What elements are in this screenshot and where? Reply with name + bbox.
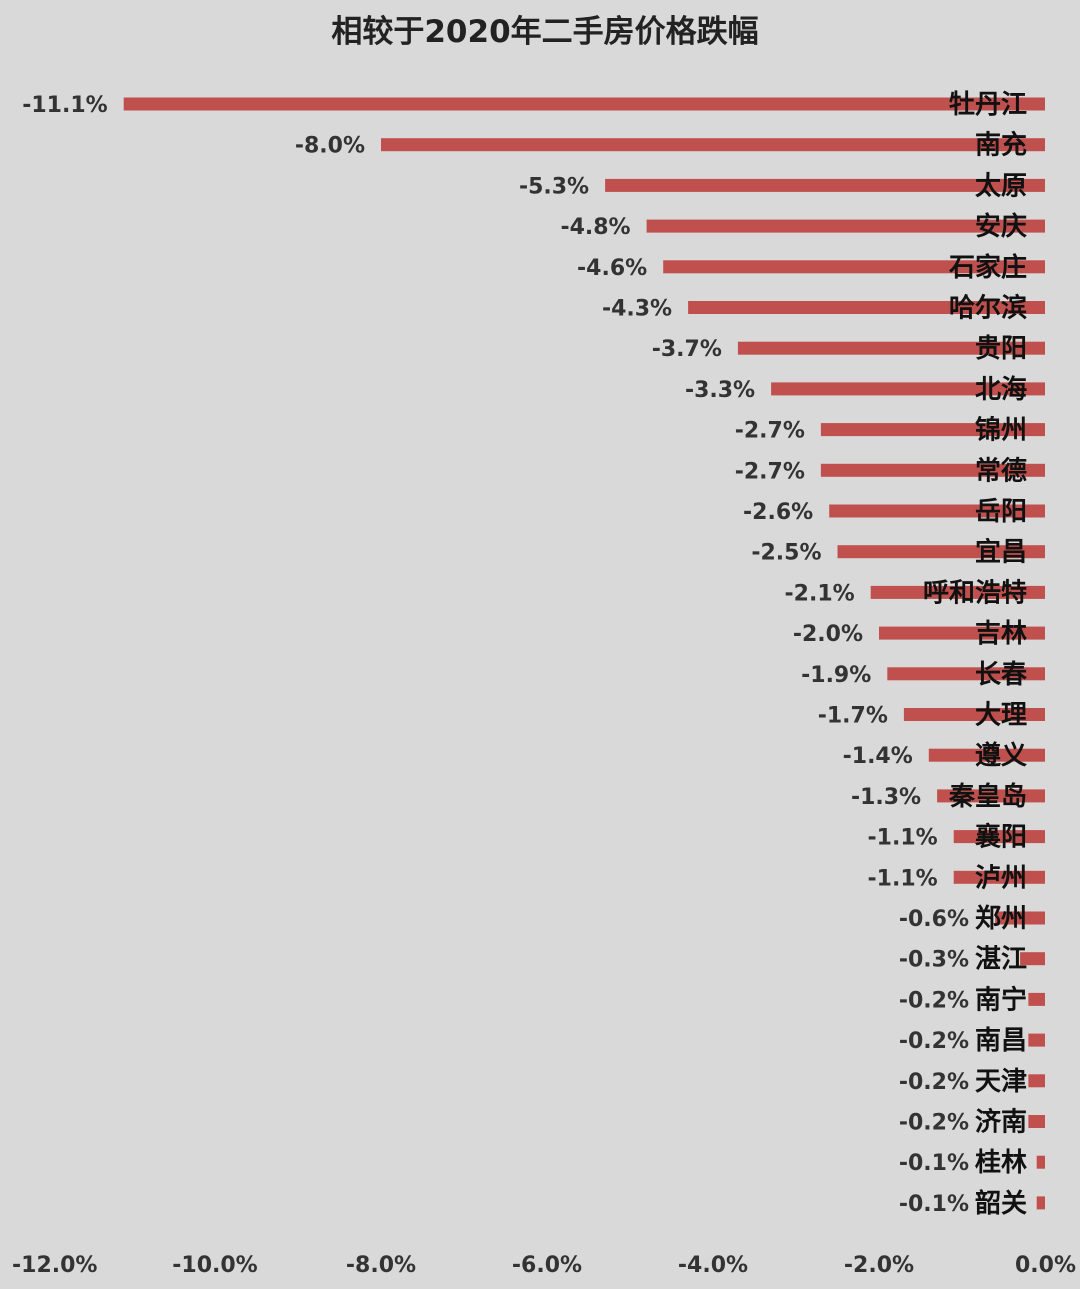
value-label: -0.2% [899, 1070, 969, 1095]
category-label: 常德 [975, 456, 1027, 486]
value-label: -2.5% [751, 541, 821, 566]
bar-湛江 [1020, 952, 1045, 966]
bar-南宁 [1028, 992, 1045, 1006]
bar-郑州 [995, 911, 1045, 925]
value-label: -0.2% [899, 1111, 969, 1136]
category-label: 郑州 [975, 904, 1027, 934]
category-label: 吉林 [975, 619, 1027, 649]
category-label: 北海 [975, 375, 1027, 405]
x-tick-label: -6.0% [512, 1253, 582, 1278]
value-label: -3.3% [685, 378, 755, 403]
bar-常德 [820, 463, 1045, 477]
x-tick-label: -12.0% [12, 1253, 97, 1278]
category-label: 南宁 [975, 984, 1027, 1015]
category-label: 安庆 [975, 211, 1027, 242]
value-label: -2.7% [735, 459, 805, 484]
value-label: -2.7% [735, 419, 805, 444]
category-label: 泸州 [975, 863, 1027, 893]
value-label: -4.6% [577, 256, 647, 281]
value-label: -11.1% [22, 93, 107, 118]
bar-太原 [605, 178, 1045, 192]
category-label: 宜昌 [975, 537, 1027, 568]
bar-秦皇岛 [937, 789, 1045, 803]
bar-哈尔滨 [688, 301, 1045, 314]
category-label: 哈尔滨 [949, 293, 1027, 324]
bar-天津 [1028, 1074, 1045, 1088]
x-tick-label: -8.0% [346, 1253, 416, 1278]
value-label: -4.8% [560, 215, 630, 240]
category-label: 太原 [975, 171, 1027, 201]
category-label: 贵阳 [975, 334, 1027, 364]
bar-呼和浩特 [870, 585, 1045, 599]
category-label: 天津 [975, 1067, 1027, 1097]
value-label: -8.0% [295, 134, 365, 159]
value-label: -1.9% [801, 663, 871, 688]
bar-锦州 [820, 423, 1045, 437]
x-tick-label: -10.0% [172, 1253, 257, 1278]
bar-泸州 [953, 870, 1045, 884]
x-tick-label: 0.0% [1015, 1253, 1076, 1278]
value-label: -5.3% [519, 174, 589, 199]
category-label: 锦州 [975, 415, 1027, 446]
category-label: 襄阳 [974, 822, 1027, 853]
bar-遵义 [928, 748, 1045, 762]
value-label: -3.7% [652, 337, 722, 362]
category-label: 牡丹江 [949, 90, 1027, 120]
category-label: 长春 [975, 660, 1027, 690]
value-label: -2.6% [743, 500, 813, 525]
bar-北海 [771, 382, 1045, 396]
value-label: -1.1% [868, 826, 938, 851]
bar-南充 [381, 138, 1045, 152]
bar-贵阳 [737, 341, 1045, 355]
value-label: -1.4% [843, 744, 913, 769]
category-label: 石家庄 [948, 252, 1027, 283]
bar-岳阳 [829, 504, 1045, 518]
x-tick-label: -2.0% [844, 1253, 914, 1278]
category-label: 秦皇岛 [948, 781, 1027, 812]
value-label: -0.1% [899, 1192, 969, 1217]
category-label: 呼和浩特 [923, 577, 1027, 608]
bar-长春 [887, 667, 1045, 681]
value-label: -0.6% [899, 907, 969, 932]
bar-大理 [903, 708, 1045, 721]
bar-济南 [1028, 1115, 1045, 1128]
category-label: 韶关 [975, 1188, 1027, 1219]
bar-南昌 [1028, 1033, 1045, 1047]
category-label: 桂林 [975, 1148, 1027, 1178]
value-label: -2.0% [793, 622, 863, 647]
value-label: -4.3% [602, 297, 672, 322]
bar-襄阳 [953, 830, 1045, 844]
category-label: 湛江 [975, 945, 1027, 975]
bar-吉林 [879, 626, 1045, 640]
value-label: -1.3% [851, 785, 921, 810]
value-label: -1.1% [868, 866, 938, 891]
value-label: -0.3% [899, 948, 969, 973]
bar-石家庄 [663, 260, 1045, 274]
category-label: 南昌 [975, 1026, 1027, 1056]
bar-韶关 [1036, 1196, 1045, 1210]
bar-牡丹江 [123, 97, 1045, 111]
category-label: 大理 [975, 701, 1027, 731]
value-label: -0.1% [899, 1151, 969, 1176]
bar-桂林 [1036, 1155, 1045, 1169]
value-label: -0.2% [899, 1029, 969, 1054]
category-label: 遵义 [975, 740, 1027, 771]
value-label: -0.2% [899, 988, 969, 1013]
x-tick-label: -4.0% [678, 1253, 748, 1278]
value-label: -2.1% [785, 581, 855, 606]
bar-安庆 [646, 219, 1045, 233]
category-label: 南充 [975, 130, 1027, 161]
category-label: 岳阳 [975, 497, 1027, 527]
bar-宜昌 [837, 545, 1045, 559]
chart-title: 相较于2020年二手房价格跌幅 [331, 14, 759, 50]
category-label: 济南 [975, 1108, 1027, 1138]
value-label: -1.7% [818, 704, 888, 729]
